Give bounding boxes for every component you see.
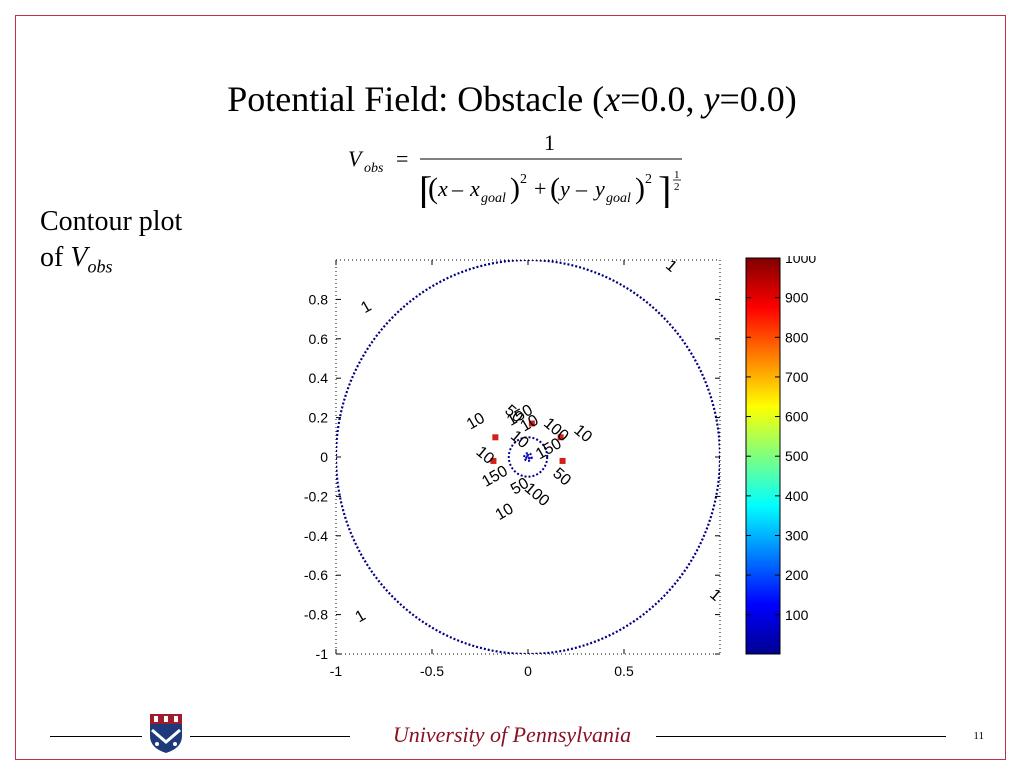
y-tick-label: 0.2 [309, 410, 329, 426]
side-caption: Contour plot of Vobs [40, 206, 183, 277]
svg-text:1: 1 [544, 130, 555, 155]
colorbar-tick-label: 100 [785, 607, 809, 623]
plot-area [336, 260, 720, 654]
obstacle-potential-equation: V obs = 1 [ ( x – x goal ) 2 + ( y – y g… [348, 130, 682, 208]
svg-text:(: ( [428, 172, 438, 205]
svg-text:x: x [469, 176, 480, 201]
svg-text:–: – [451, 176, 464, 201]
left-bracket: [ [419, 168, 432, 208]
contour-label: 10 [464, 410, 488, 434]
svg-text:): ) [510, 172, 520, 205]
colorbar-gradient [745, 257, 781, 655]
y-tick-label: -0.6 [304, 567, 328, 583]
footer-rule-left2 [190, 736, 350, 737]
right-bracket: ] [658, 168, 671, 208]
svg-text:–: – [575, 176, 588, 201]
footer-rule-right [656, 736, 946, 737]
slide-title: Potential Field: Obstacle (x=0.0, y=0.0) [227, 79, 797, 119]
svg-text:x: x [437, 176, 448, 201]
x-tick-label: 0.5 [614, 663, 634, 679]
x-tick-label: -0.5 [420, 663, 444, 679]
svg-text:2: 2 [645, 172, 652, 187]
x-tick-label: 0 [524, 663, 532, 679]
contour-label: 10 [493, 500, 517, 524]
penn-shield-logo [150, 714, 182, 753]
svg-text:): ) [635, 172, 645, 205]
colorbar-tick-label: 600 [785, 409, 809, 425]
svg-text:=: = [396, 146, 408, 171]
colorbar-tick-label: 200 [785, 567, 809, 583]
y-tick-label: -1 [316, 646, 329, 662]
svg-text:obs: obs [364, 161, 384, 176]
contour-label: 10 [518, 412, 542, 436]
contour-level-150 [525, 454, 531, 460]
high-value-marker [528, 420, 535, 427]
svg-text:2: 2 [674, 181, 680, 193]
x-tick-label: -1 [330, 663, 343, 679]
colorbar-tick-label: 900 [785, 290, 809, 306]
y-tick-label: 0 [320, 449, 328, 465]
contour-level-50 [523, 452, 533, 462]
high-value-marker [490, 457, 497, 464]
colorbar-tick-label: 300 [785, 527, 809, 543]
y-tick-label: 0.6 [309, 331, 329, 347]
high-value-marker [557, 434, 564, 441]
svg-text:2: 2 [520, 172, 527, 187]
svg-text:V: V [348, 146, 364, 171]
colorbar-tick-label: 400 [785, 488, 809, 504]
y-tick-label: -0.4 [304, 528, 328, 544]
high-value-marker [559, 457, 566, 464]
page-number: 11 [973, 730, 984, 742]
colorbar-tick-label: 1000 [785, 256, 816, 266]
svg-text:goal: goal [481, 191, 506, 206]
contour-level-10 [507, 436, 549, 478]
high-value-marker [492, 434, 499, 441]
colorbar-tick-label: 500 [785, 448, 809, 464]
y-tick-label: -0.2 [304, 488, 328, 504]
svg-text:goal: goal [606, 191, 631, 206]
contour-label: 50 [508, 475, 532, 499]
svg-text:(: ( [550, 172, 560, 205]
y-tick-label: 0.8 [309, 291, 329, 307]
footer-university: University of Pennsylvania [0, 722, 1024, 748]
y-tick-label: -0.8 [304, 607, 328, 623]
colorbar-tick-label: 800 [785, 329, 809, 345]
svg-text:y: y [593, 176, 605, 201]
footer-rule-left [50, 736, 142, 737]
colorbar: 1000 900 800 700 600 500 400 300 200 100 [745, 256, 816, 655]
svg-text:1: 1 [674, 169, 680, 181]
y-tick-label: 0.4 [309, 370, 329, 386]
svg-text:y: y [558, 176, 570, 201]
colorbar-tick-label: 700 [785, 369, 809, 385]
slide-frame [15, 15, 1006, 760]
svg-text:+: + [534, 176, 546, 201]
